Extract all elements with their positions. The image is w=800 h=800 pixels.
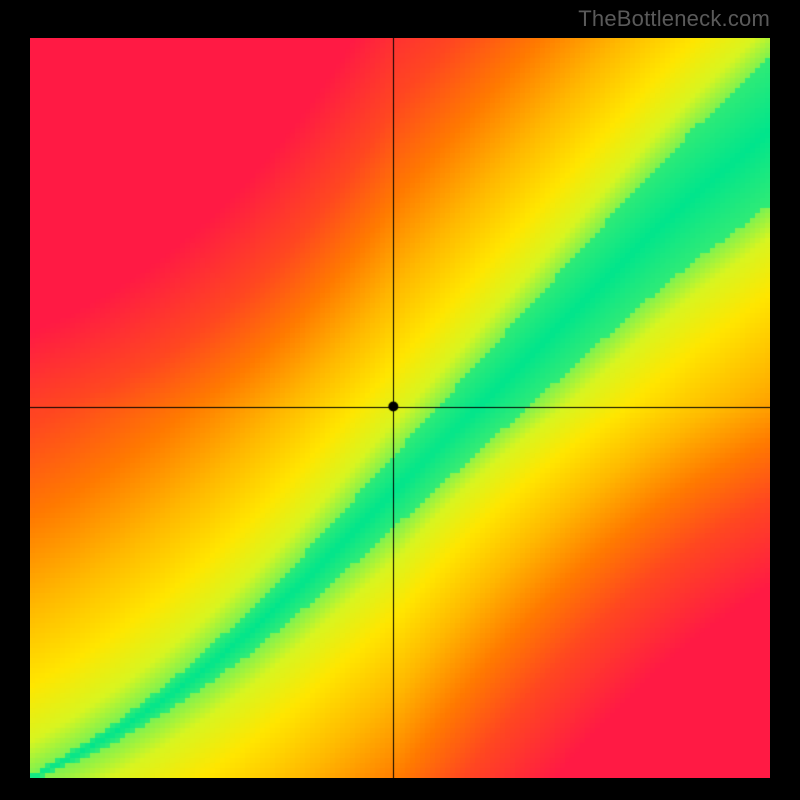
bottleneck-heatmap: [30, 38, 770, 778]
watermark-text: TheBottleneck.com: [578, 6, 770, 32]
